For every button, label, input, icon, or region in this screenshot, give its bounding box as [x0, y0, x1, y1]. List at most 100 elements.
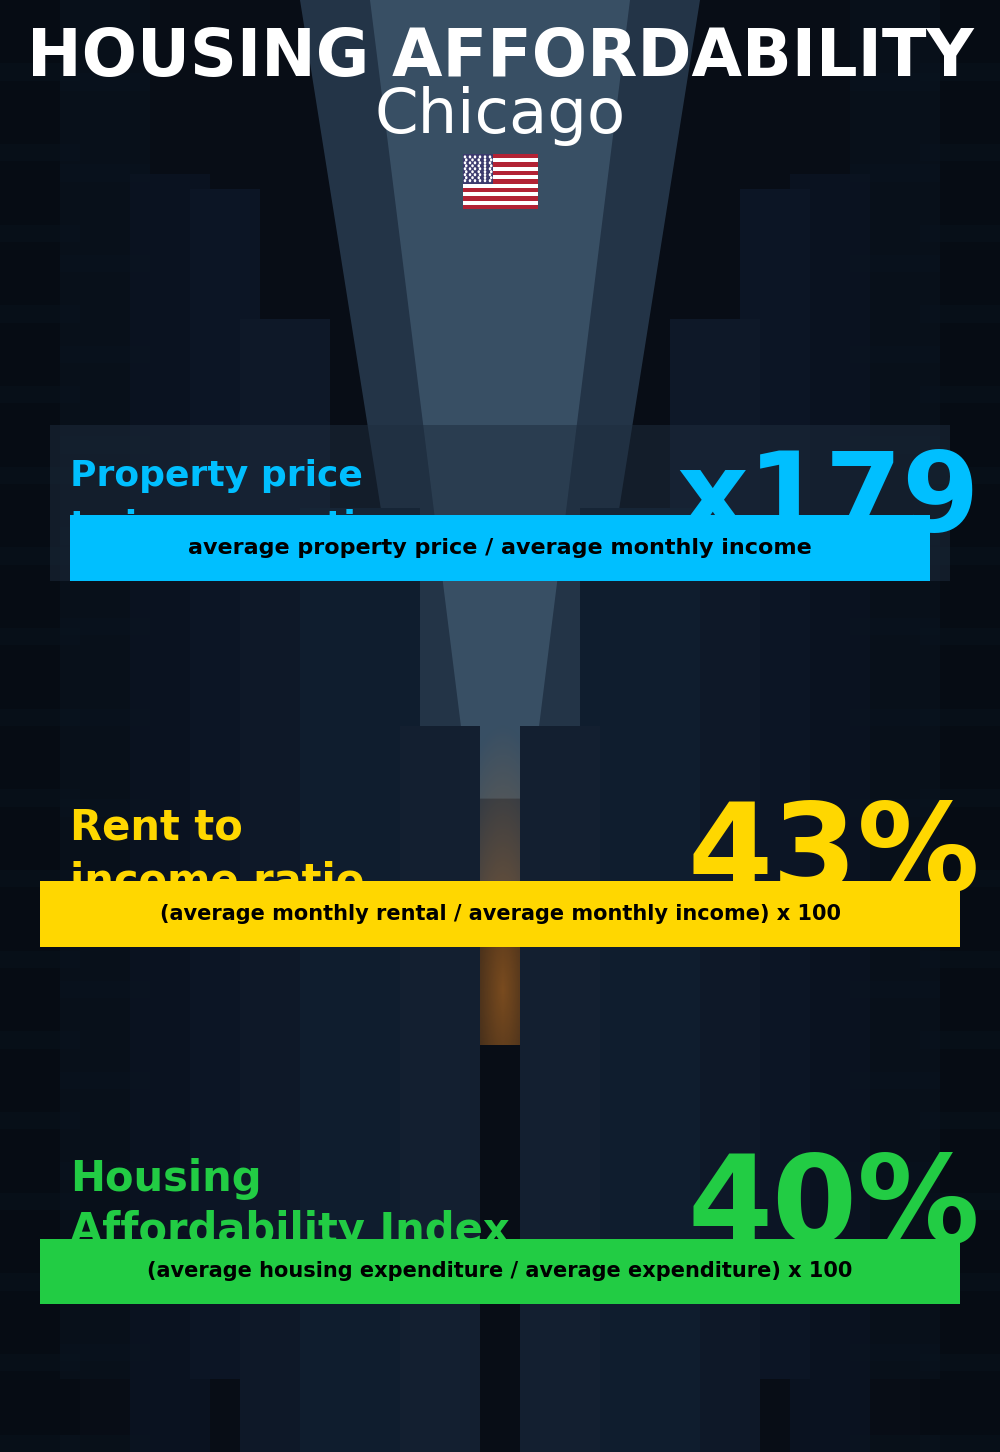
Bar: [850, 256, 940, 273]
Bar: [0, 547, 80, 565]
Bar: [0, 1192, 80, 1210]
Text: 43%: 43%: [687, 799, 980, 915]
Bar: [60, 1162, 150, 1179]
Bar: [920, 386, 1000, 404]
Bar: [190, 189, 260, 1379]
Circle shape: [464, 168, 466, 170]
Circle shape: [484, 163, 486, 164]
Circle shape: [491, 171, 492, 173]
Bar: [850, 982, 940, 999]
Text: Affordability Index: Affordability Index: [70, 1211, 510, 1252]
Circle shape: [464, 174, 466, 176]
Text: (average housing expenditure / average expenditure) x 100: (average housing expenditure / average e…: [147, 1262, 853, 1281]
Bar: [740, 189, 810, 1379]
Polygon shape: [370, 0, 630, 799]
Bar: [462, 187, 538, 192]
Circle shape: [491, 177, 492, 179]
Bar: [60, 1435, 150, 1452]
Bar: [0, 790, 80, 807]
Bar: [920, 1112, 1000, 1130]
Bar: [920, 225, 1000, 242]
Bar: [60, 1072, 150, 1089]
Bar: [920, 790, 1000, 807]
Circle shape: [489, 180, 491, 182]
Text: average property price / average monthly income: average property price / average monthly…: [188, 539, 812, 558]
Bar: [0, 0, 80, 1452]
Circle shape: [469, 155, 471, 158]
Bar: [850, 799, 940, 816]
Bar: [850, 1162, 940, 1179]
Circle shape: [489, 168, 491, 170]
Bar: [462, 171, 538, 176]
Bar: [850, 1253, 940, 1270]
Bar: [920, 1353, 1000, 1371]
Circle shape: [474, 163, 476, 164]
Circle shape: [479, 163, 481, 164]
Bar: [300, 508, 420, 1452]
Bar: [60, 164, 150, 182]
Bar: [0, 709, 80, 726]
Text: (average monthly rental / average monthly income) x 100: (average monthly rental / average monthl…: [160, 905, 840, 923]
Circle shape: [484, 160, 486, 161]
Circle shape: [472, 177, 473, 179]
Text: x179: x179: [677, 447, 980, 555]
Bar: [850, 619, 940, 636]
Bar: [0, 1353, 80, 1371]
Text: Housing: Housing: [70, 1159, 262, 1199]
Bar: [850, 164, 940, 182]
Polygon shape: [300, 0, 700, 944]
Circle shape: [484, 171, 486, 173]
Bar: [850, 1435, 940, 1452]
Bar: [60, 1253, 150, 1270]
Bar: [462, 154, 538, 158]
Circle shape: [489, 163, 491, 164]
Circle shape: [472, 166, 473, 167]
Circle shape: [489, 174, 491, 176]
Circle shape: [484, 180, 486, 182]
Bar: [0, 305, 80, 322]
Bar: [400, 726, 480, 1452]
Bar: [60, 527, 150, 544]
Bar: [920, 709, 1000, 726]
Bar: [670, 319, 760, 1452]
Text: HOUSING AFFORDABILITY: HOUSING AFFORDABILITY: [27, 26, 973, 90]
Bar: [0, 951, 80, 968]
Bar: [920, 1273, 1000, 1291]
Circle shape: [469, 180, 471, 182]
Text: Property price: Property price: [70, 459, 363, 494]
Bar: [850, 1072, 940, 1089]
Bar: [0, 225, 80, 242]
Bar: [850, 73, 940, 90]
Bar: [60, 256, 150, 273]
Bar: [60, 436, 150, 453]
Circle shape: [472, 160, 473, 161]
Bar: [920, 870, 1000, 887]
Bar: [520, 726, 600, 1452]
Bar: [60, 346, 150, 363]
Bar: [0, 1031, 80, 1048]
Bar: [60, 0, 150, 1379]
Circle shape: [466, 160, 467, 161]
Bar: [462, 163, 538, 167]
Bar: [920, 64, 1000, 81]
Bar: [920, 466, 1000, 484]
Bar: [60, 709, 150, 726]
Bar: [850, 527, 940, 544]
Bar: [920, 305, 1000, 322]
Bar: [0, 64, 80, 81]
Bar: [920, 0, 1000, 1452]
Bar: [240, 319, 330, 1452]
Text: to income ratio: to income ratio: [70, 508, 380, 543]
Bar: [60, 799, 150, 816]
Text: Rent to: Rent to: [70, 807, 243, 848]
Circle shape: [474, 174, 476, 176]
Bar: [0, 627, 80, 645]
Bar: [850, 709, 940, 726]
Bar: [920, 627, 1000, 645]
Circle shape: [478, 177, 479, 179]
Bar: [130, 174, 210, 1452]
Bar: [0, 1435, 80, 1452]
Bar: [850, 1345, 940, 1362]
Circle shape: [479, 180, 481, 182]
Bar: [462, 154, 538, 209]
